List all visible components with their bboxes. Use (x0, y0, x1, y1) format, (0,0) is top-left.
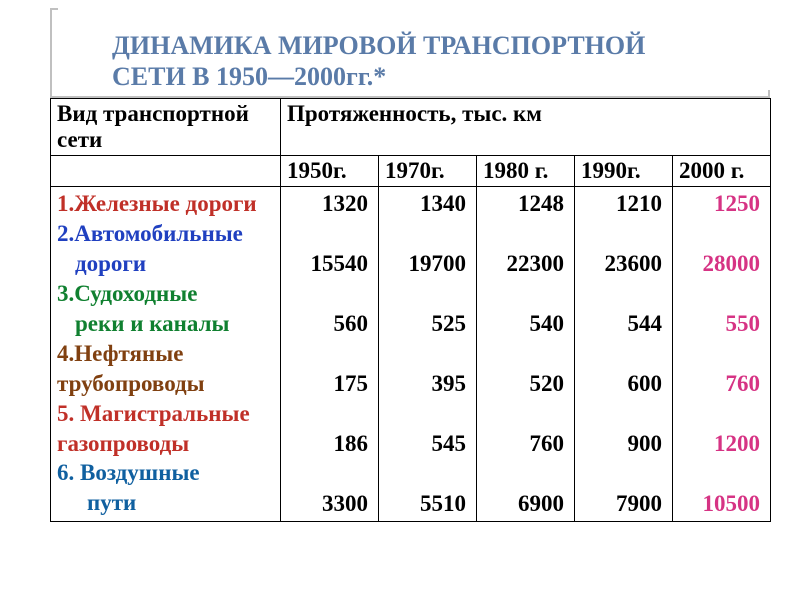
row-label: 1.Железные дороги (57, 189, 274, 219)
value: 5510 (385, 489, 466, 519)
value: 1320 (287, 189, 368, 219)
row-label-line2: дороги (57, 249, 274, 279)
header-empty (51, 156, 281, 187)
header-row-years: 1950г. 1970г. 1980 г. 1990г. 2000 г. (51, 156, 771, 187)
value: 15540 (287, 249, 368, 279)
title-line-1: ДИНАМИКА МИРОВОЙ ТРАНСПОРТНОЙ (112, 31, 645, 60)
page-title: ДИНАМИКА МИРОВОЙ ТРАНСПОРТНОЙ СЕТИ В 195… (112, 30, 730, 92)
col-1950: 1320 15540 560 175 186 3300 (281, 187, 379, 521)
row-label-line1: 3.Судоходные (57, 279, 274, 309)
year-1980: 1980 г. (477, 156, 575, 187)
value: 525 (385, 309, 466, 339)
row-label-line1: 6. Воздушные (57, 458, 274, 488)
col-2000: 1250 28000 550 760 1200 10500 (673, 187, 771, 521)
row-label-line1: 5. Магистральные (57, 399, 274, 429)
value: 560 (287, 309, 368, 339)
year-1950: 1950г. (281, 156, 379, 187)
row-label-line1: 4.Нефтяные (57, 339, 274, 369)
value: 7900 (581, 489, 662, 519)
value: 600 (581, 369, 662, 399)
value: 23600 (581, 249, 662, 279)
value: 395 (385, 369, 466, 399)
value: 540 (483, 309, 564, 339)
value: 520 (483, 369, 564, 399)
value: 1340 (385, 189, 466, 219)
header-span: Протяженность, тыс. км (281, 99, 771, 156)
col-1970: 1340 19700 525 395 545 5510 (379, 187, 477, 521)
value: 6900 (483, 489, 564, 519)
header-row-1: Вид транспортной сети Протяженность, тыс… (51, 99, 771, 156)
year-1990: 1990г. (575, 156, 673, 187)
value: 760 (483, 429, 564, 459)
row-label-line2: реки и каналы (57, 309, 274, 339)
value: 760 (679, 369, 760, 399)
value: 175 (287, 369, 368, 399)
labels-cell: 1.Железные дороги2.Автомобильныедороги3.… (51, 187, 281, 521)
value: 19700 (385, 249, 466, 279)
transport-table: Вид транспортной сети Протяженность, тыс… (50, 98, 771, 521)
value: 1210 (581, 189, 662, 219)
value: 900 (581, 429, 662, 459)
row-label-line1: 2.Автомобильные (57, 219, 274, 249)
year-1970: 1970г. (379, 156, 477, 187)
title-line-2: СЕТИ В 1950—2000гг.* (112, 62, 386, 91)
value: 550 (679, 309, 760, 339)
header-left: Вид транспортной сети (51, 99, 281, 156)
col-1990: 1210 23600 544 600 900 7900 (575, 187, 673, 521)
year-2000: 2000 г. (673, 156, 771, 187)
value: 28000 (679, 249, 760, 279)
value: 545 (385, 429, 466, 459)
value: 186 (287, 429, 368, 459)
value: 22300 (483, 249, 564, 279)
value: 544 (581, 309, 662, 339)
value: 10500 (679, 489, 760, 519)
value: 1248 (483, 189, 564, 219)
row-label-line2: пути (57, 488, 274, 518)
title-block: ДИНАМИКА МИРОВОЙ ТРАНСПОРТНОЙ СЕТИ В 195… (50, 8, 770, 98)
value: 1200 (679, 429, 760, 459)
col-1980: 1248 22300 540 520 760 6900 (477, 187, 575, 521)
value: 3300 (287, 489, 368, 519)
row-label-line2: трубопроводы (57, 369, 274, 399)
row-label-line2: газопроводы (57, 429, 274, 459)
value: 1250 (679, 189, 760, 219)
data-row: 1.Железные дороги2.Автомобильныедороги3.… (51, 187, 771, 521)
